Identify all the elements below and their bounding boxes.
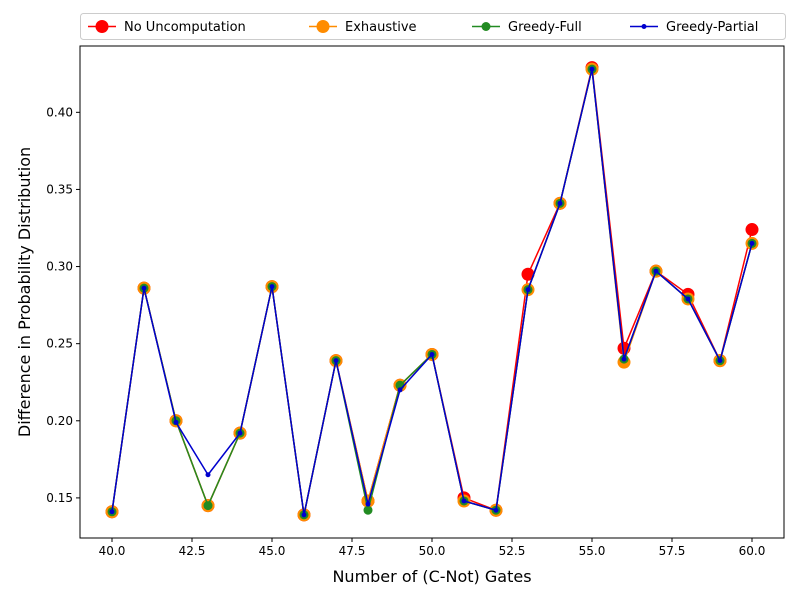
x-tick-label: 47.5: [339, 544, 366, 558]
data-point-greedy-partial: [333, 358, 339, 364]
y-tick-label: 0.25: [46, 337, 73, 351]
y-axis-label: Difference in Probability Distribution: [15, 147, 34, 437]
data-point-greedy-partial: [397, 387, 403, 393]
legend-label: Greedy-Full: [508, 20, 582, 35]
legend-marker: [641, 24, 647, 29]
y-tick-label: 0.40: [46, 105, 73, 119]
data-point-greedy-partial: [557, 200, 563, 206]
data-point-greedy-partial: [493, 507, 499, 513]
legend-entry-no-uncomputation: No Uncomputation: [88, 20, 246, 35]
data-point-greedy-partial: [205, 472, 211, 478]
y-axis: 0.15 0.20 0.25 0.30 0.35 0.40: [46, 105, 80, 505]
data-point-greedy-partial: [685, 296, 691, 302]
y-tick-label: 0.30: [46, 260, 73, 274]
data-point-greedy-partial: [717, 358, 723, 364]
x-tick-label: 55.0: [579, 544, 606, 558]
legend-label: Exhaustive: [345, 20, 417, 35]
data-point-no-uncomputation: [521, 267, 535, 281]
legend-entry-exhaustive: Exhaustive: [309, 20, 417, 35]
legend-entry-greedy-partial: Greedy-Partial: [630, 20, 758, 35]
series-layer: [105, 61, 759, 522]
x-tick-label: 60.0: [739, 544, 766, 558]
data-point-greedy-partial: [301, 512, 307, 518]
x-tick-label: 40.0: [99, 544, 126, 558]
data-point-greedy-partial: [365, 501, 371, 507]
data-point-greedy-partial: [749, 240, 755, 246]
legend-label: Greedy-Partial: [666, 20, 758, 35]
data-point-greedy-partial: [461, 498, 467, 504]
x-tick-label: 50.0: [419, 544, 446, 558]
legend-box: [80, 13, 786, 40]
data-point-greedy-partial: [429, 351, 435, 357]
x-tick-label: 52.5: [499, 544, 526, 558]
legend-marker: [481, 22, 491, 31]
legend-marker: [95, 20, 109, 33]
data-point-greedy-partial: [589, 66, 595, 72]
data-point-greedy-partial: [141, 285, 147, 291]
data-point-greedy-full: [363, 505, 373, 515]
x-axis-label: Number of (C-Not) Gates: [332, 567, 531, 586]
series-greedy-partial: [109, 66, 755, 518]
x-tick-label: 45.0: [259, 544, 286, 558]
y-tick-label: 0.20: [46, 414, 73, 428]
y-tick-label: 0.15: [46, 491, 73, 505]
legend-entry-greedy-full: Greedy-Full: [472, 20, 582, 35]
data-point-greedy-full: [203, 501, 213, 511]
legend: No Uncomputation Exhaustive Greedy-Full Gre…: [80, 13, 786, 40]
y-tick-label: 0.35: [46, 182, 73, 196]
data-point-greedy-partial: [653, 268, 659, 274]
data-point-greedy-partial: [269, 284, 275, 290]
data-point-greedy-partial: [525, 287, 531, 293]
x-tick-label: 42.5: [179, 544, 206, 558]
plot-area: [80, 46, 784, 538]
data-point-greedy-partial: [237, 430, 243, 436]
x-axis: 40.0 42.5 45.0 47.5 50.0 52.5 55.0 57.5 60.0: [99, 538, 766, 558]
data-point-greedy-partial: [109, 509, 115, 515]
legend-marker: [316, 20, 330, 33]
data-point-greedy-partial: [173, 419, 179, 425]
data-point-greedy-partial: [621, 356, 627, 362]
legend-label: No Uncomputation: [124, 20, 246, 35]
x-tick-label: 57.5: [659, 544, 686, 558]
data-point-no-uncomputation: [745, 223, 759, 237]
